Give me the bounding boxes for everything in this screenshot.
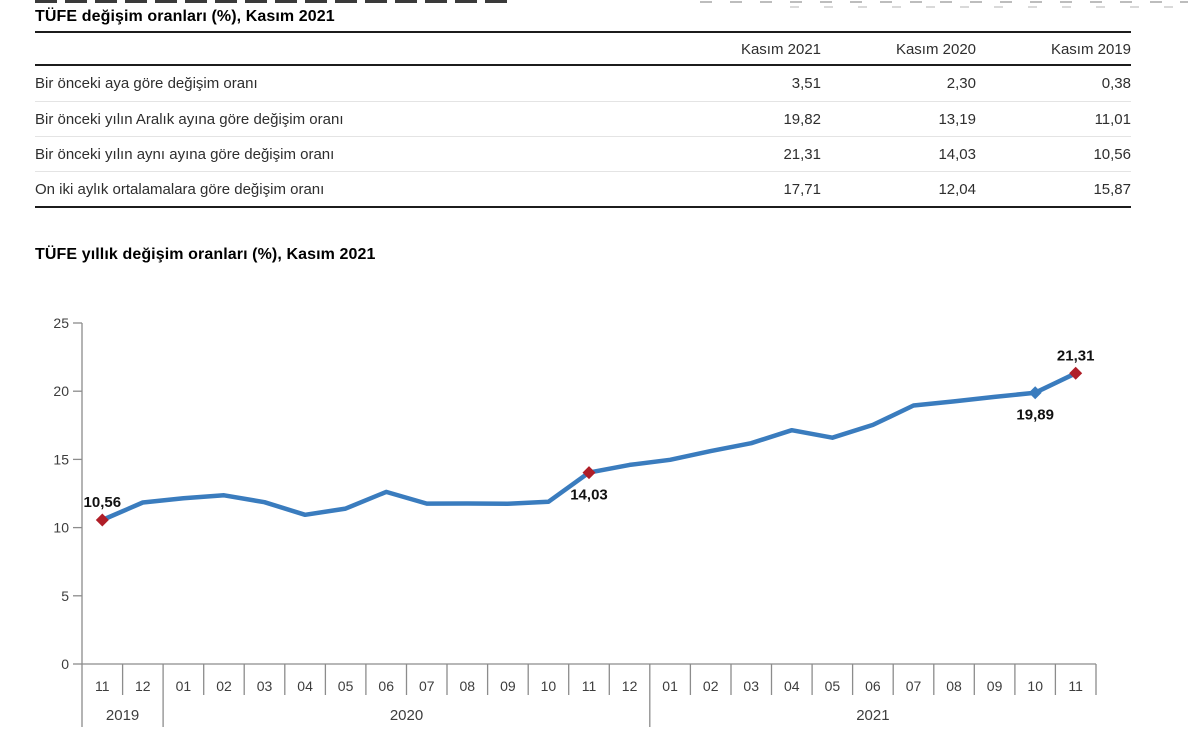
table-header-rule — [35, 64, 1131, 66]
month-label: 11 — [1068, 678, 1083, 694]
y-tick-label: 0 — [61, 656, 69, 672]
point-label: 14,03 — [570, 487, 608, 504]
month-label: 11 — [582, 678, 597, 694]
row-label: Bir önceki aya göre değişim oranı — [35, 75, 258, 92]
table-row: On iki aylık ortalamalara göre değişim o… — [35, 171, 1131, 206]
year-label: 2021 — [856, 707, 889, 724]
red-diamond-marker — [1069, 366, 1083, 380]
row-label: Bir önceki yılın aynı ayına göre değişim… — [35, 145, 335, 163]
row-value: 11,01 — [1094, 110, 1131, 128]
column-header-kasim-2020: Kasım 2020 — [895, 41, 976, 58]
column-header-kasim-2021: Kasım 2021 — [740, 41, 821, 58]
point-label: 21,31 — [1057, 347, 1095, 364]
month-label: 01 — [662, 678, 678, 694]
table-title: TÜFE değişim oranları (%), Kasım 2021 — [35, 8, 335, 25]
row-value: 19,82 — [783, 110, 821, 128]
table-row: Bir önceki aya göre değişim oranı 3,51 2,3… — [35, 66, 1131, 101]
point-label: 10,56 — [84, 494, 122, 511]
month-label: 02 — [216, 678, 232, 694]
month-label: 05 — [825, 678, 841, 694]
month-label: 05 — [338, 678, 354, 694]
row-value: 14,03 — [938, 145, 976, 163]
row-value: 15,87 — [1093, 180, 1131, 198]
month-label: 07 — [419, 678, 435, 694]
month-label: 10 — [1027, 678, 1043, 694]
y-tick-label: 15 — [53, 451, 69, 467]
cpi-rates-table: TÜFE değişim oranları (%), Kasım 2021 Ka… — [35, 8, 1131, 208]
table-row: Bir önceki yılın Aralık ayına göre değiş… — [35, 101, 1131, 136]
row-value: 13,19 — [938, 110, 976, 128]
cropped-content-remnant — [700, 1, 1188, 3]
row-label: On iki aylık ortalamalara göre değişim o… — [35, 180, 325, 198]
month-label: 09 — [500, 678, 516, 694]
chart-title: TÜFE yıllık değişim oranları (%), Kasım … — [35, 246, 376, 263]
month-label: 11 — [95, 678, 110, 694]
month-label: 03 — [257, 678, 273, 694]
table-body: Bir önceki aya göre değişim oranı 3,51 2,3… — [35, 66, 1131, 206]
row-value: 3,51 — [791, 75, 821, 92]
table-header-row: Kasım 2021 Kasım 2020 Kasım 2019 — [35, 33, 1131, 64]
red-diamond-marker — [95, 513, 109, 527]
y-tick-label: 20 — [53, 383, 69, 399]
blue-diamond-marker — [1028, 386, 1042, 400]
y-tick-label: 5 — [61, 588, 69, 604]
month-label: 06 — [865, 678, 881, 694]
month-label: 02 — [703, 678, 719, 694]
row-value: 0,38 — [1101, 75, 1131, 92]
month-label: 09 — [987, 678, 1003, 694]
month-label: 12 — [135, 678, 151, 694]
y-tick-label: 25 — [53, 315, 69, 331]
row-value: 12,04 — [938, 180, 976, 198]
year-label: 2019 — [106, 707, 139, 724]
year-label: 2020 — [390, 707, 423, 724]
table-bottom-rule — [35, 206, 1131, 208]
month-label: 12 — [622, 678, 638, 694]
month-label: 08 — [460, 678, 476, 694]
y-tick-label: 10 — [53, 520, 69, 536]
red-diamond-marker — [582, 466, 596, 480]
row-label: Bir önceki yılın Aralık ayına göre değiş… — [35, 110, 344, 128]
row-value: 21,31 — [783, 145, 821, 163]
month-label: 10 — [541, 678, 557, 694]
row-value: 10,56 — [1093, 145, 1131, 163]
cropped-content-remnant — [35, 0, 508, 3]
month-label: 04 — [784, 678, 800, 694]
row-value: 2,30 — [946, 75, 976, 92]
month-label: 08 — [946, 678, 962, 694]
table-top-rule — [35, 31, 1131, 33]
month-label: 04 — [297, 678, 313, 694]
month-label: 06 — [378, 678, 394, 694]
table-row: Bir önceki yılın aynı ayına göre değişim… — [35, 136, 1131, 171]
column-header-kasim-2019: Kasım 2019 — [1050, 41, 1131, 58]
month-label: 07 — [906, 678, 922, 694]
point-label: 19,89 — [1016, 407, 1054, 424]
month-label: 03 — [743, 678, 759, 694]
cropped-content-remnant — [790, 6, 1180, 8]
month-label: 01 — [176, 678, 192, 694]
row-value: 17,71 — [783, 180, 821, 198]
